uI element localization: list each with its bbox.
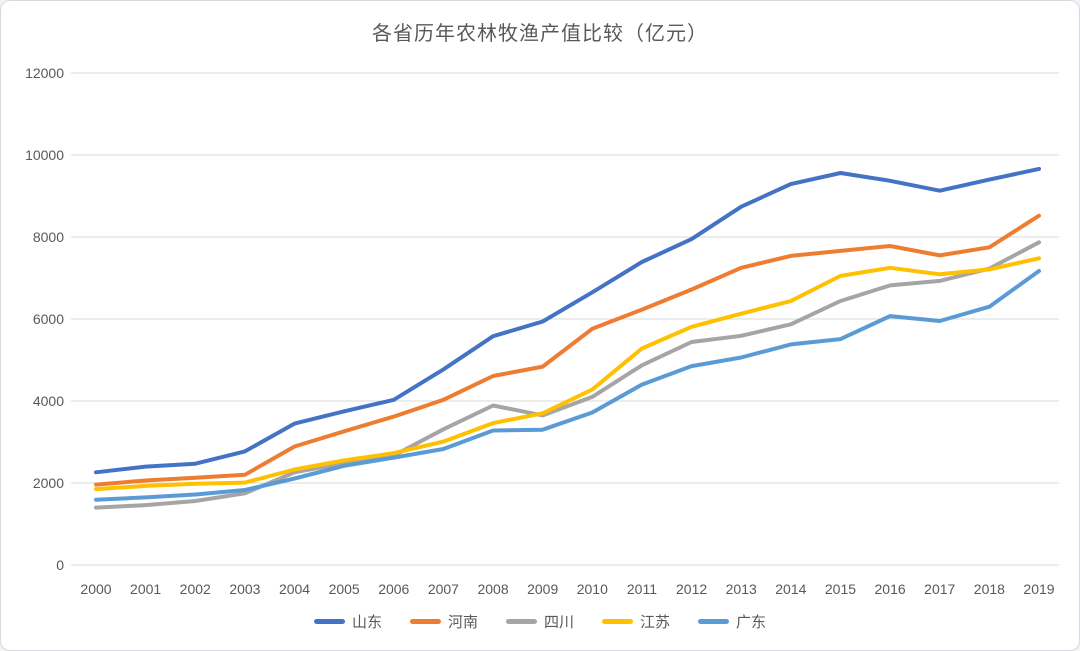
x-axis-tick-label: 2004 [279,581,310,597]
legend-swatch-henan [409,619,441,624]
y-axis-tick-label: 6000 [33,311,64,327]
x-axis-tick-label: 2009 [527,581,558,597]
legend-swatch-jiangsu [602,619,633,624]
x-axis-tick-label: 2013 [726,581,757,597]
legend-label: 广东 [736,614,767,631]
x-axis-tick-label: 2012 [676,581,707,597]
x-axis-tick-label: 2018 [974,581,1005,597]
x-axis-tick-label: 2002 [180,581,211,597]
chart-title: 各省历年农林牧渔产值比较（亿元） [372,23,708,45]
x-axis-tick-label: 2019 [1023,581,1054,597]
series-line-henan [94,213,1041,487]
x-axis-tick-label: 2016 [875,581,906,597]
legend-swatch-sichuan [505,619,537,624]
series-line-sichuan [94,240,1041,510]
x-axis-tick-label: 2008 [477,581,508,597]
legend-item-jiangsu: 江苏 [602,611,670,632]
legend-swatch-shandong [313,619,345,624]
y-axis-tick-label: 4000 [33,393,64,409]
series-line-shandong [94,166,1041,475]
legend-label: 四川 [543,614,574,631]
legend-item-shandong: 山东 [313,611,382,632]
x-axis-tick-label: 2000 [80,581,111,597]
x-axis-tick-label: 2010 [577,581,608,597]
legend-item-sichuan: 四川 [505,611,574,632]
chart-legend: 山东 河南 四川 江苏 广东 [1,611,1079,632]
series-line-jiangsu [94,256,1041,492]
legend-swatch-guangdong [698,619,730,624]
y-axis-tick-label: 0 [56,557,64,573]
y-axis-tick-label: 10000 [25,147,64,163]
y-axis-tick-label: 8000 [33,229,64,245]
x-axis-tick-label: 2003 [229,581,260,597]
legend-label: 河南 [447,614,478,631]
x-axis-tick-label: 2015 [825,581,856,597]
legend-label: 江苏 [640,614,671,631]
x-axis-tick-label: 2005 [329,581,360,597]
legend-item-henan: 河南 [409,611,478,632]
legend-label: 山东 [351,614,382,631]
x-axis-tick-label: 2001 [130,581,161,597]
x-axis-tick-label: 2014 [775,581,806,597]
y-axis-tick-label: 2000 [33,475,64,491]
legend-item-guangdong: 广东 [698,611,766,632]
x-axis-tick-label: 2006 [378,581,409,597]
series-line-guangdong [94,269,1041,502]
x-axis-tick-label: 2011 [627,581,657,597]
plot-area: 0 2000 4000 6000 8000 10000 12000 2000 2001 2002 2… [25,65,1059,597]
x-axis-tick-label: 2017 [924,581,955,597]
x-axis-tick-label: 2007 [428,581,459,597]
y-axis-tick-label: 12000 [25,65,64,81]
